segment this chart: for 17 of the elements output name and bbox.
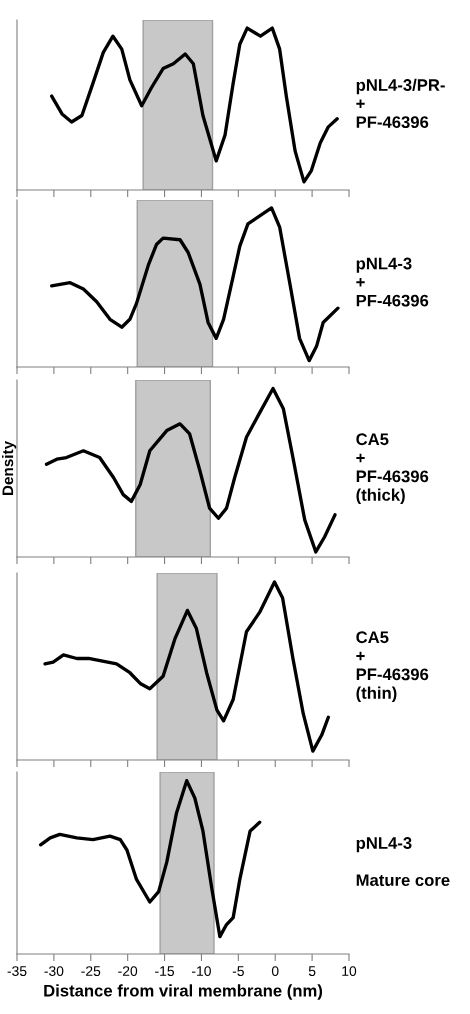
x-tick-label: 0 bbox=[271, 966, 279, 977]
x-tick-label: -30 bbox=[44, 966, 64, 977]
x-tick-label: -20 bbox=[118, 966, 138, 977]
x-axis-title: Distance from viral membrane (nm) bbox=[44, 984, 323, 1000]
x-tick-label: -10 bbox=[192, 966, 211, 977]
x-tick-label: -35 bbox=[7, 966, 27, 977]
x-tick-label: 5 bbox=[308, 966, 316, 977]
x-tick-label: -15 bbox=[155, 966, 175, 977]
x-tick-label: 10 bbox=[342, 966, 357, 977]
text: CA5 + PF-46396 (thick) bbox=[356, 433, 429, 505]
text: CA5 + PF-46396 (thin) bbox=[356, 631, 429, 703]
x-tick-label: -25 bbox=[81, 966, 101, 977]
x-tick-label: -5 bbox=[232, 966, 244, 977]
text: pNL4-3 + PF-46396 bbox=[356, 257, 429, 307]
y-axis-title: Density bbox=[2, 440, 17, 496]
text: pNL4-3/PR- + PF-46396 bbox=[356, 78, 445, 129]
text: pNL4-3 Mature core bbox=[356, 837, 450, 887]
